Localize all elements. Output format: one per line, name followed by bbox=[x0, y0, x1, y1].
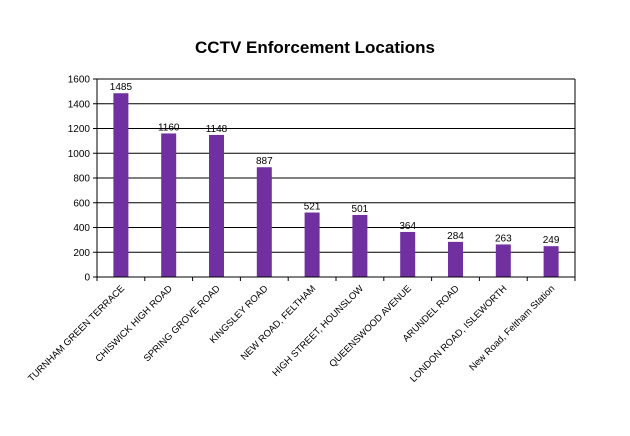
category-label: HIGH STREET, HOUNSLOW bbox=[271, 283, 367, 379]
bar bbox=[113, 93, 129, 277]
y-tick-labels: 0 200 400 600 800 1000 1200 1400 1600 bbox=[68, 75, 91, 284]
y-tick-label: 400 bbox=[73, 223, 90, 234]
data-label: 1160 bbox=[158, 122, 180, 133]
bar bbox=[400, 231, 416, 277]
bar bbox=[495, 244, 511, 277]
data-label: 887 bbox=[256, 156, 273, 167]
category-label: TURNHAM GREEN TERRACE bbox=[26, 283, 127, 384]
category-label: LONDON ROAD, ISLEWORTH bbox=[408, 283, 509, 384]
data-label: 249 bbox=[543, 235, 560, 246]
data-label: 1148 bbox=[206, 124, 228, 135]
data-label: 263 bbox=[495, 233, 512, 244]
data-label: 501 bbox=[352, 204, 369, 215]
y-tick-label: 1200 bbox=[68, 124, 91, 135]
data-label: 1485 bbox=[110, 82, 133, 93]
data-label: 521 bbox=[304, 202, 321, 213]
y-tick-label: 1600 bbox=[68, 75, 91, 86]
bar bbox=[209, 134, 224, 277]
bar bbox=[543, 246, 559, 277]
category-label: CHISWICK HIGH ROAD bbox=[94, 283, 175, 364]
bars bbox=[113, 93, 559, 277]
bar bbox=[256, 167, 272, 277]
bar bbox=[448, 241, 463, 277]
y-tick-label: 0 bbox=[84, 273, 90, 284]
y-tick-label: 1000 bbox=[68, 149, 91, 160]
data-label: 364 bbox=[399, 221, 416, 232]
y-tick-label: 800 bbox=[73, 174, 90, 185]
bar bbox=[161, 133, 177, 277]
data-labels: 1485 1160 1148 887 521 501 364 284 263 249 bbox=[110, 82, 560, 246]
y-tick-label: 200 bbox=[73, 248, 90, 259]
y-tick-label: 600 bbox=[73, 198, 90, 209]
axes bbox=[93, 78, 576, 281]
y-tick-label: 1400 bbox=[68, 99, 91, 110]
bar bbox=[304, 212, 320, 277]
category-label: New Road, Feltham Station bbox=[467, 283, 557, 373]
data-label: 284 bbox=[447, 231, 464, 242]
bar bbox=[352, 215, 368, 277]
category-label: QUEENSWOOD AVENUE bbox=[327, 283, 413, 369]
chart-title: CCTV Enforcement Locations bbox=[195, 38, 435, 57]
